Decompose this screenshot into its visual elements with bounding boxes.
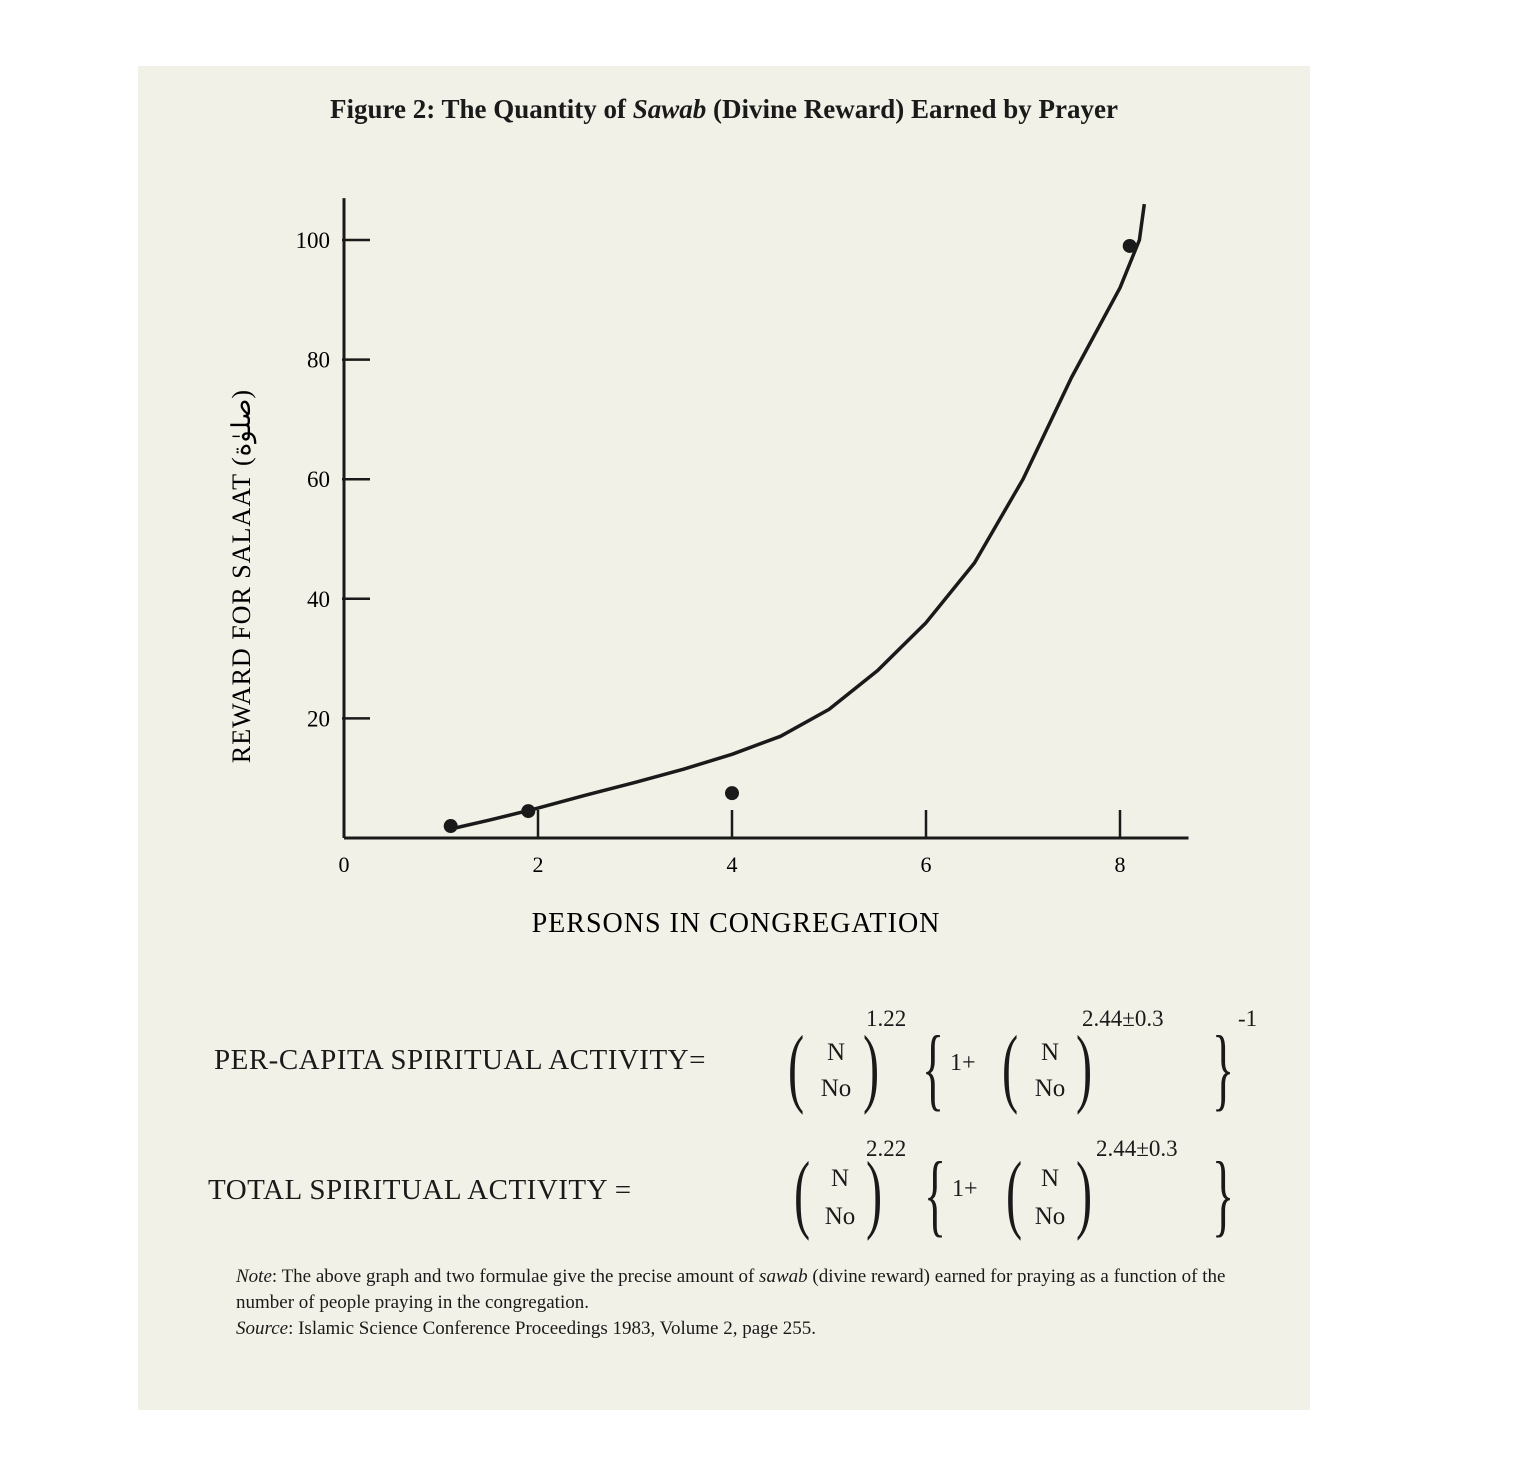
formula2-paren-close: ) [866, 1145, 883, 1242]
formula1-inner-paren-close: ) [1076, 1019, 1093, 1116]
formula2-inner-denominator: No [1034, 1203, 1066, 1230]
formula2-denominator: No [824, 1203, 856, 1230]
chart-ticks: 20 40 60 80 100 0 2 4 6 8 [296, 228, 1126, 877]
figure-title: Figure 2: The Quantity of Sawab (Divine … [138, 94, 1310, 125]
formula1-outer-exp: -1 [1238, 1006, 1258, 1031]
note-label: Note [236, 1266, 272, 1287]
x-tick-label: 8 [1115, 852, 1126, 877]
title-italic: Sawab [632, 94, 707, 124]
chart-points [443, 238, 1137, 834]
y-tick-label: 100 [296, 228, 331, 253]
formula2-inner-numerator: N [1040, 1165, 1060, 1192]
chart-axes [342, 198, 1189, 840]
reward-curve [450, 203, 1147, 831]
formula2-exp2: 2.44±0.3 [1096, 1136, 1178, 1161]
y-tick-label: 60 [307, 467, 330, 492]
formula2-paren-open: ( [794, 1145, 811, 1242]
y-tick-label: 80 [307, 348, 330, 373]
formula2-brace-close: } [1212, 1143, 1235, 1245]
x-axis-label: PERSONS IN CONGREGATION [532, 908, 941, 939]
formula1-brace-close: } [1212, 1017, 1235, 1119]
formula1-one-plus: 1+ [950, 1050, 976, 1076]
formula1-inner-numerator: N [1040, 1039, 1060, 1066]
y-tick-label: 40 [307, 587, 330, 612]
figure-note: Note: The above graph and two formulae g… [236, 1264, 1256, 1342]
source-text: : Islamic Science Conference Proceedings… [288, 1318, 817, 1339]
data-point [521, 804, 536, 819]
formula1-numerator: N [826, 1039, 846, 1066]
note-text-2: (divine reward) earned for praying as a … [236, 1266, 1226, 1313]
formula1-inner-paren-open: ( [1002, 1019, 1019, 1116]
formula2-inner-paren-close: ) [1076, 1145, 1093, 1242]
note-italic: sawab [759, 1266, 808, 1287]
data-point [1122, 238, 1137, 253]
figure-page: Figure 2: The Quantity of Sawab (Divine … [138, 66, 1310, 1410]
x-tick-label: 2 [533, 852, 544, 877]
title-suffix: (Divine Reward) Earned by Prayer [706, 94, 1118, 124]
x-tick-label: 4 [727, 852, 738, 877]
y-tick-label: 20 [307, 706, 330, 731]
formula1-exp2: 2.44±0.3 [1082, 1006, 1164, 1031]
formula2-numerator: N [830, 1165, 850, 1192]
formula1-paren-open: ( [788, 1019, 805, 1116]
formula1-label: PER-CAPITA SPIRITUAL ACTIVITY= [214, 1044, 706, 1076]
note-text-1: : The above graph and two formulae give … [271, 1266, 760, 1287]
x-tick-label: 6 [921, 852, 932, 877]
title-prefix: Figure 2: The Quantity of [330, 94, 633, 124]
source-label: Source [236, 1318, 289, 1339]
chart-curve [450, 203, 1147, 831]
formula1-inner-denominator: No [1034, 1075, 1066, 1102]
formula2-inner-paren-open: ( [1006, 1145, 1023, 1242]
x-tick-label: 0 [339, 852, 350, 877]
formula1-brace-open: { [922, 1017, 945, 1119]
formula1-exp1: 1.22 [866, 1006, 907, 1031]
reward-chart: 20 40 60 80 100 0 2 4 6 8 PERSONS IN CONGREGATION… [227, 198, 1189, 939]
formula2-one-plus: 1+ [952, 1176, 978, 1202]
y-axis-label: REWARD FOR SALAAT (صلوٰة) [227, 389, 257, 763]
data-point [725, 786, 739, 801]
formula2-exp1: 2.22 [866, 1136, 907, 1161]
formula2-brace-open: { [924, 1143, 947, 1245]
formula1-paren-close: ) [863, 1019, 880, 1116]
formula2-label: TOTAL SPIRITUAL ACTIVITY = [208, 1174, 632, 1206]
formula1-denominator: No [820, 1075, 852, 1102]
data-point [443, 819, 458, 834]
